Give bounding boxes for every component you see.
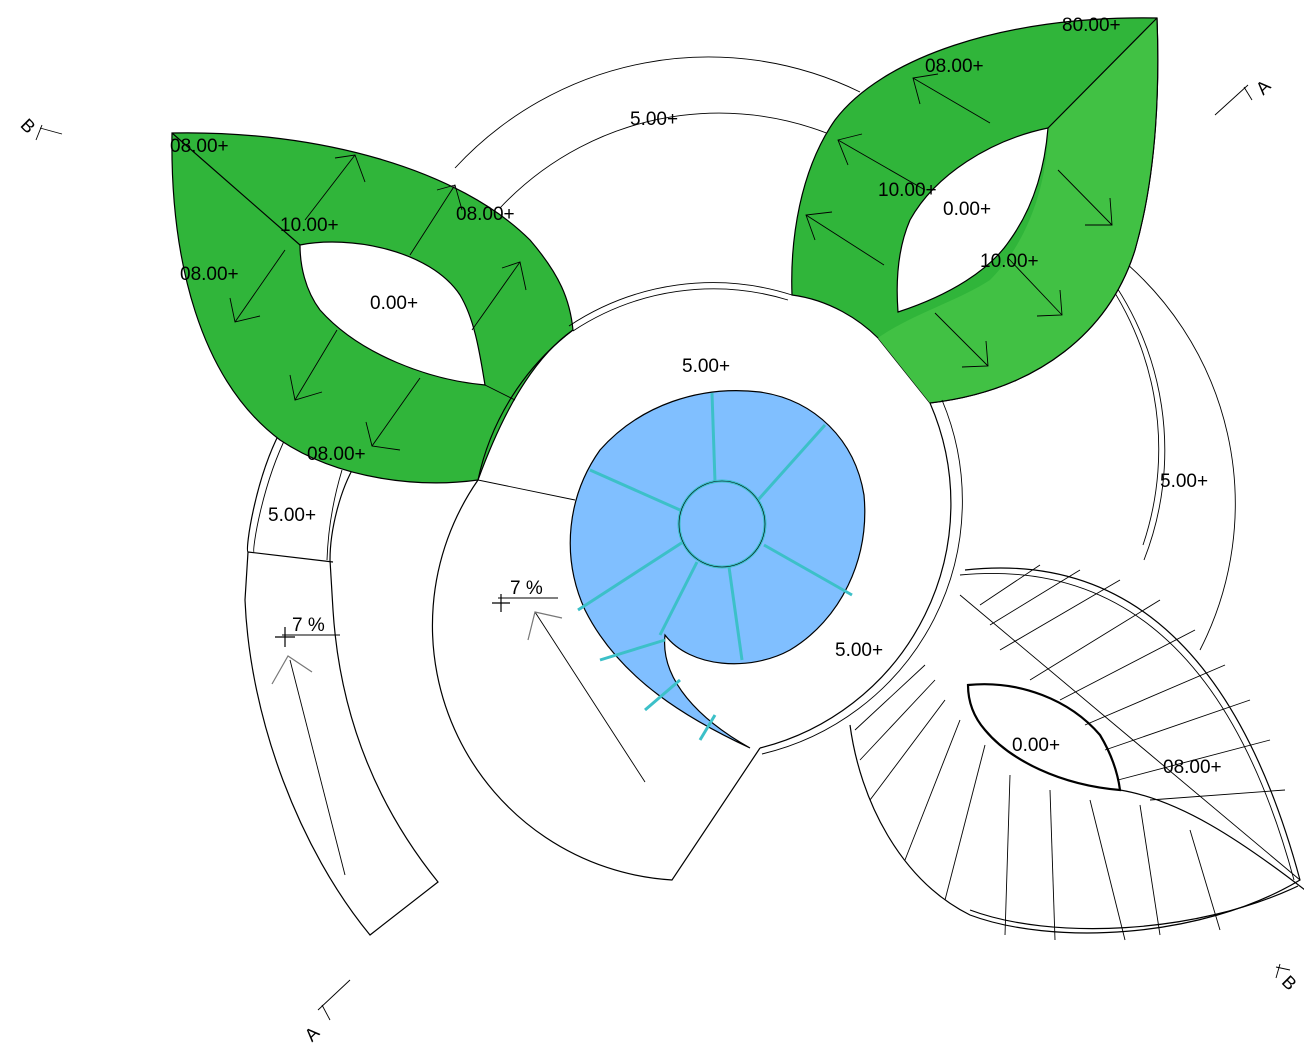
left-ramp-level: 5.00+	[268, 505, 316, 526]
right-leaf-level-3: 10.00+	[878, 180, 937, 201]
section-a-bottom-label: A	[301, 1023, 324, 1046]
left-leaf	[171, 132, 574, 484]
grid-leaf-opening-level: 0.00+	[1012, 735, 1060, 756]
grid-leaf-level: 08.00+	[1163, 757, 1222, 778]
left-ramp-slope: 7 %	[292, 615, 325, 636]
left-leaf-level-2: 10.00+	[280, 215, 339, 236]
section-mark-a-bottom: A	[301, 979, 351, 1046]
water-spiral	[569, 390, 866, 749]
section-b-bottom-label: B	[1278, 972, 1301, 995]
outer-ring-top-level: 5.00+	[630, 109, 678, 130]
left-leaf-opening	[299, 241, 486, 386]
left-leaf-level-4: 08.00+	[180, 264, 239, 285]
center-bottom-level: 5.00+	[835, 640, 883, 661]
right-leaf-level-1: 80.00+	[1062, 15, 1121, 36]
center-ramp-slope: 7 %	[510, 578, 543, 599]
right-leaf	[791, 17, 1159, 404]
section-b-top-label: B	[17, 115, 40, 138]
right-leaf-light	[878, 18, 1158, 403]
water-spiral-shape	[569, 390, 866, 749]
right-leaf-level-2: 08.00+	[925, 56, 984, 77]
left-leaf-level-5: 08.00+	[307, 444, 366, 465]
section-mark-b-top: B	[17, 115, 63, 141]
grid-leaf-opening	[966, 683, 1122, 792]
section-mark-a-top: A	[1214, 76, 1275, 116]
right-leaf-opening	[896, 127, 1049, 313]
grid-leaf	[849, 564, 1304, 941]
right-leaf-level-4: 10.00+	[980, 251, 1039, 272]
left-leaf-opening-level: 0.00+	[370, 293, 418, 314]
left-leaf-level-1: 08.00+	[170, 136, 229, 157]
section-mark-b-bottom: B	[1275, 963, 1301, 995]
center-top-level: 5.00+	[682, 356, 730, 377]
right-leaf-opening-level: 0.00+	[943, 199, 991, 220]
left-ramp	[244, 431, 439, 936]
outer-ring-right-level: 5.00+	[1160, 471, 1208, 492]
section-a-top-label: A	[1252, 76, 1275, 99]
left-leaf-level-3: 08.00+	[456, 204, 515, 225]
center-donut	[431, 282, 963, 881]
